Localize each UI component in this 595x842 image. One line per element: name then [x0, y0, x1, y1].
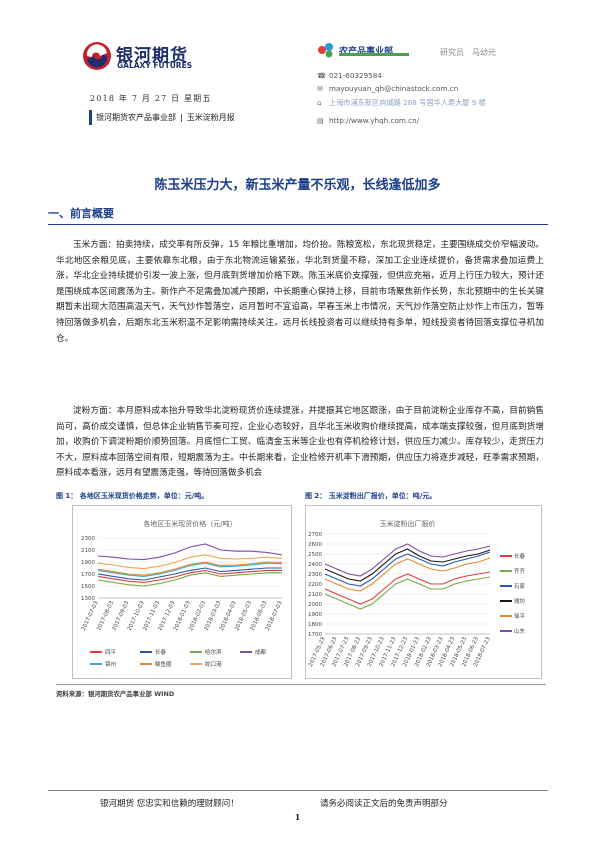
- figure2-caption: 图 2： 玉米淀粉出厂报价，单位：吨/元。: [305, 492, 437, 500]
- footer-slogan: 银河期货 您忠实和信赖的理财顾问！: [100, 799, 239, 809]
- section-divider: [48, 224, 548, 225]
- legend-label: 鲅鱼圈: [155, 660, 172, 668]
- series-line: [97, 569, 282, 583]
- paragraph-corn: 玉米方面：拍卖持续，成交率有所反弹，15 年粮比重增加，均价抬。陈粮宽松，东北现…: [56, 240, 544, 344]
- y-tick-label: 1900: [308, 612, 322, 618]
- breadcrumb: 银河期货农产品事业部 | 玉米淀粉月报: [89, 110, 235, 125]
- series-line: [324, 548, 491, 582]
- chart-starch-factory-prices: 玉米淀粉出厂报价 1700 1800 1900 2000 2100 2200 2300 2400…: [308, 519, 526, 668]
- y-tick-label: 1700: [308, 632, 322, 638]
- footer-divider: [48, 790, 548, 791]
- series-line: [324, 557, 491, 592]
- email-text[interactable]: mayouyuan_qh@chinastock.com.cn: [329, 84, 459, 93]
- researcher-name: 研究员 马幼元: [440, 48, 496, 57]
- contact-address: ⌂ 上海市浦东新区向城路 288 号国华人寿大厦 9 楼: [317, 98, 486, 108]
- contact-email[interactable]: ✉ mayouyuan_qh@chinastock.com.cn: [317, 84, 458, 93]
- legend-label: 长春: [514, 552, 526, 560]
- paragraph-starch: 淀粉方面：本月原料成本抬升导致华北淀粉现货价连续提涨，并提振其它地区跟涨，由于目…: [56, 406, 544, 479]
- phone-text: 021-60329584: [329, 71, 382, 80]
- legend-label: 成都: [255, 648, 267, 656]
- y-tick-label: 2300: [308, 572, 322, 578]
- y-tick-label: 2600: [308, 542, 322, 548]
- series-line: [324, 576, 491, 610]
- series-line: [324, 543, 491, 577]
- legend-label: 齐齐: [514, 567, 526, 575]
- section-heading: 一、前言概要: [48, 207, 114, 220]
- series-line: [97, 572, 282, 587]
- footer-disclaimer: 请务必阅读正文后的免责声明部分: [320, 799, 448, 809]
- contact-card: 农产品事业部 研究员 马幼元 ☎ 021-60329584 ✉ mayouyuan_…: [305, 34, 550, 130]
- figure-divider: [56, 684, 546, 685]
- contact-phone: ☎ 021-60329584: [317, 71, 382, 80]
- web-icon: ▤: [317, 116, 324, 125]
- y-tick-label: 2100: [81, 548, 95, 554]
- legend-label: 蛇口港: [205, 660, 222, 668]
- series-line: [324, 571, 491, 605]
- data-source: 资料来源：银河期货农产品事业部 WIND: [56, 690, 175, 698]
- series-line: [97, 561, 283, 576]
- y-tick-label: 1300: [81, 596, 95, 602]
- report-date: 2018 年 7 月 27 日 星期五: [90, 94, 212, 103]
- breadcrumb-item-report: 玉米淀粉月报: [186, 113, 235, 122]
- x-tick-label: 2018-07-03: [265, 600, 284, 632]
- y-tick-label: 1700: [81, 572, 95, 578]
- dept-logo: 农产品事业部: [317, 40, 412, 60]
- y-tick-label: 2300: [81, 536, 95, 542]
- chart1-frame: [72, 505, 292, 679]
- document-title: 陈玉米压力大，新玉米产量不乐观，长线逢低加多: [154, 178, 441, 193]
- contact-website[interactable]: ▤ http://www.yhqh.com.cn/: [317, 116, 419, 125]
- series-line: [97, 567, 282, 581]
- address-icon: ⌂: [317, 98, 322, 107]
- chart-title: 各地区玉米现货价格（元/吨）: [143, 519, 236, 528]
- y-tick-label: 2100: [308, 592, 322, 598]
- series-line: [97, 554, 283, 570]
- address-text: 上海市浦东新区向城路 288 号国华人寿大厦 9 楼: [329, 98, 486, 107]
- series-line: [97, 543, 283, 561]
- page-number: 1: [294, 812, 301, 822]
- legend-label: 石家: [514, 582, 526, 590]
- breadcrumb-item-dept: 银河期货农产品事业部: [96, 113, 176, 122]
- chart-title: 玉米淀粉出厂报价: [380, 519, 436, 528]
- legend-label: 山东: [514, 627, 526, 635]
- legend-label: 锦州: [105, 660, 116, 668]
- y-tick-label: 1800: [308, 622, 322, 628]
- y-tick-label: 2400: [308, 562, 322, 568]
- company-name-en: GALAXY FUTURES: [117, 61, 193, 70]
- figure1-caption: 图 1： 各地区玉米现货价格走势，单位：元/吨。: [56, 492, 209, 500]
- dept-name: 农产品事业部: [339, 47, 394, 57]
- y-tick-label: 2200: [308, 582, 322, 588]
- galaxy-logo-icon: [83, 42, 111, 70]
- company-name-cn: 银河期货: [116, 46, 188, 66]
- y-tick-label: 2500: [308, 552, 322, 558]
- dept-leaf-icon: [318, 43, 333, 58]
- series-line: [97, 562, 283, 577]
- series-line: [324, 551, 491, 587]
- dept-underline: [339, 53, 409, 56]
- phone-icon: ☎: [317, 71, 326, 80]
- legend-label: 潍坊: [514, 597, 526, 605]
- legend-label: 哈尔滨: [205, 648, 222, 656]
- y-tick-label: 2700: [308, 532, 322, 538]
- chart-corn-spot-prices: 各地区玉米现货价格（元/吨） 1300 1500 1700 1900 2100 2300 20…: [81, 519, 284, 668]
- email-icon: ✉: [317, 84, 324, 93]
- company-logo: 银河期货 GALAXY FUTURES: [82, 41, 192, 71]
- website-link[interactable]: http://www.yhqh.com.cn/: [329, 116, 420, 125]
- y-tick-label: 2000: [308, 602, 322, 608]
- legend-label: 邹平: [514, 612, 526, 620]
- y-tick-label: 1900: [81, 560, 95, 566]
- legend-label: 长春: [155, 648, 167, 656]
- legend-label: 四平: [105, 649, 117, 656]
- y-tick-label: 1500: [81, 584, 95, 590]
